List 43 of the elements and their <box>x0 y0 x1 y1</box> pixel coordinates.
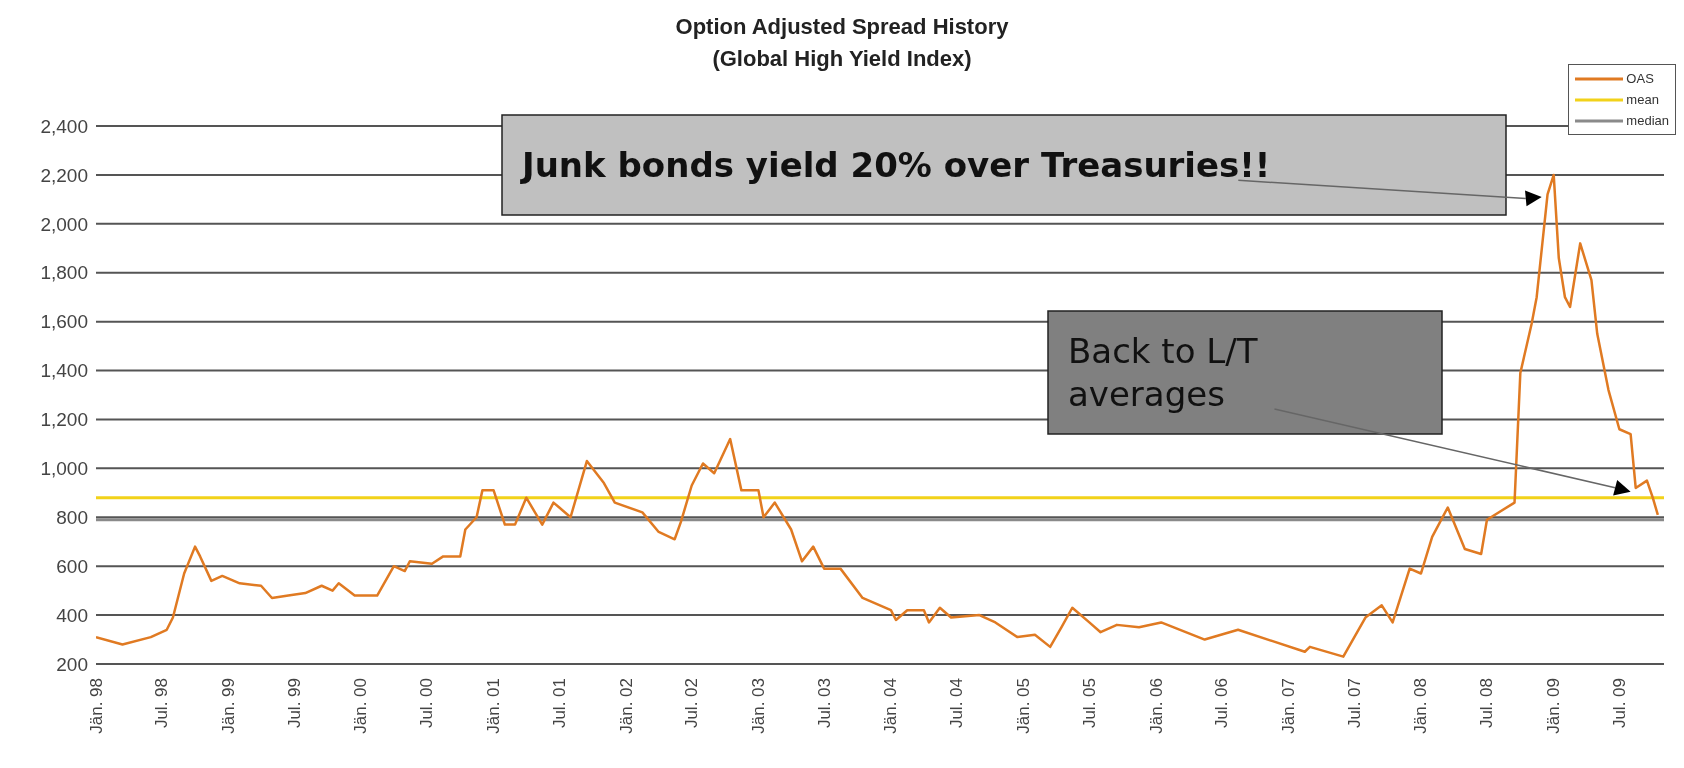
x-tick-label: Jän. 06 <box>1146 678 1166 734</box>
y-tick-label: 400 <box>56 604 88 626</box>
x-tick-label: Jän. 09 <box>1544 678 1564 734</box>
x-tick-label: Jul. 08 <box>1477 678 1497 729</box>
x-tick-label: Jul. 07 <box>1344 678 1364 729</box>
y-tick-label: 1,200 <box>40 409 88 431</box>
legend-label: OAS <box>1626 71 1654 86</box>
y-tick-label: 2,200 <box>40 164 88 186</box>
x-tick-label: Jän. 03 <box>748 678 768 734</box>
y-tick-label: 2,000 <box>40 213 88 235</box>
x-tick-label: Jul. 02 <box>682 678 702 729</box>
x-tick-label: Jul. 03 <box>814 678 834 729</box>
x-tick-label: Jul. 06 <box>1212 678 1232 729</box>
x-tick-label: Jän. 08 <box>1411 678 1431 734</box>
y-tick-label: 1,600 <box>40 311 88 333</box>
annotation: Junk bonds yield 20% over Treasuries!! <box>520 145 1271 185</box>
y-tick-label: 200 <box>56 653 88 675</box>
chart-title: Option Adjusted Spread History <box>674 14 1010 40</box>
x-tick-label: Jul. 01 <box>549 678 569 729</box>
legend-label: mean <box>1626 92 1659 107</box>
x-tick-label: Jul. 05 <box>1079 678 1099 729</box>
x-tick-label: Jul. 00 <box>417 678 437 729</box>
chart-subtitle: (Global High Yield Index) <box>711 46 973 72</box>
x-tick-label: Jän. 02 <box>616 678 636 734</box>
x-tick-label: Jän. 99 <box>218 678 238 734</box>
y-tick-label: 1,400 <box>40 360 88 382</box>
x-tick-label: Jän. 00 <box>351 678 371 734</box>
y-tick-label: 600 <box>56 555 88 577</box>
x-tick-label: Jän. 01 <box>484 678 504 734</box>
y-tick-label: 800 <box>56 507 88 529</box>
x-tick-label: Jän. 98 <box>86 678 106 734</box>
legend-label: median <box>1626 113 1669 128</box>
x-tick-label: Jul. 98 <box>152 678 172 729</box>
x-tick-label: Jän. 05 <box>1014 678 1034 734</box>
x-tick-label: Jän. 07 <box>1279 678 1299 734</box>
y-tick-label: 1,800 <box>40 262 88 284</box>
annotation: Back to L/T averages <box>1068 331 1258 414</box>
x-tick-label: Jän. 04 <box>881 678 901 734</box>
x-tick-label: Jul. 99 <box>284 678 304 729</box>
x-tick-label: Jul. 04 <box>947 678 967 729</box>
y-tick-label: 1,000 <box>40 458 88 480</box>
y-tick-label: 2,400 <box>40 115 88 137</box>
x-tick-label: Jul. 09 <box>1609 678 1629 729</box>
